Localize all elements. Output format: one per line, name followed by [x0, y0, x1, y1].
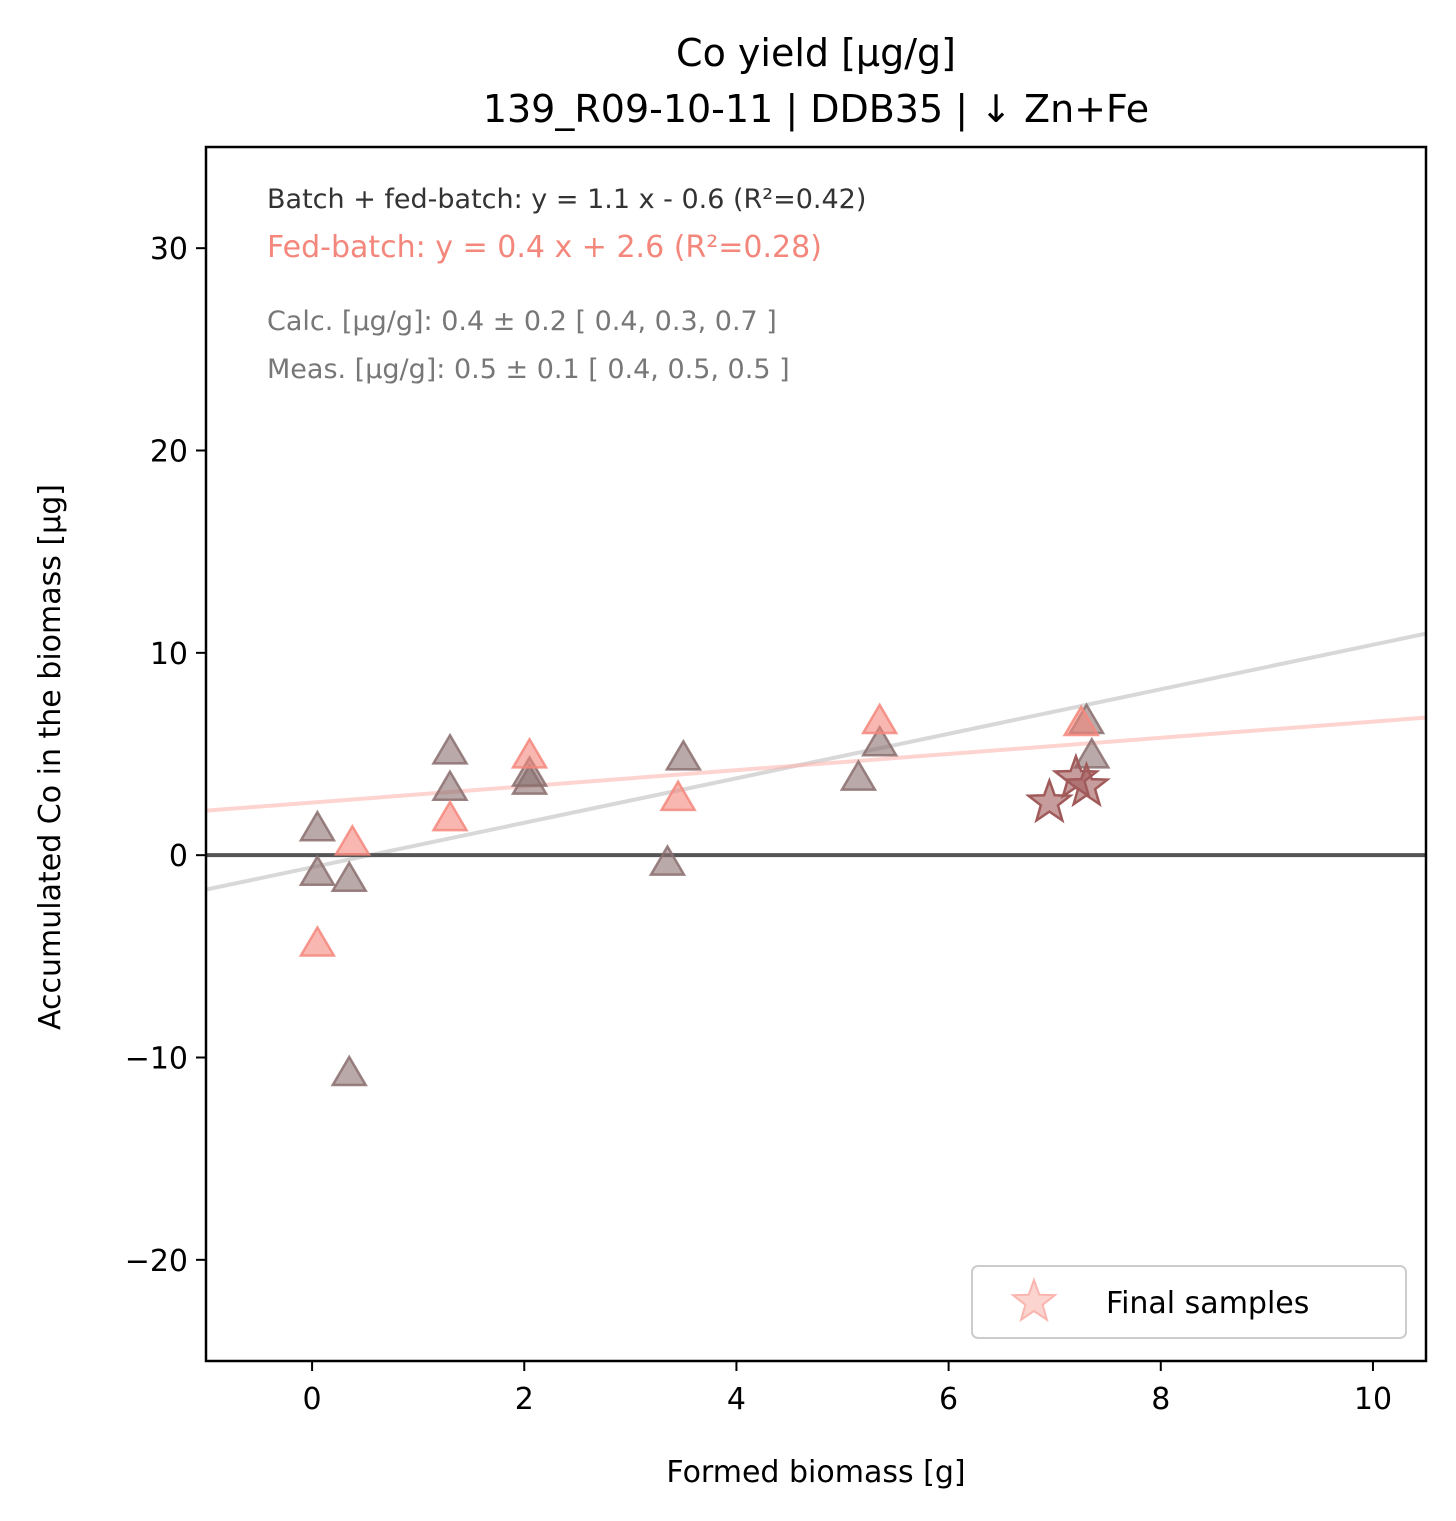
fit-line-fed [206, 715, 1426, 813]
data-point-batch-7 [510, 763, 549, 795]
y-tick-label-3: 10 [150, 637, 188, 672]
y-tick-label-5: 30 [150, 232, 188, 267]
data-point-star-2 [1062, 760, 1111, 808]
data-point-batch-5 [431, 769, 469, 801]
x-tick-label-4: 8 [1151, 1382, 1170, 1417]
annotation-meas: Meas. [µg/g]: 0.5 ± 0.1 [ 0.4, 0.5, 0.5 … [267, 354, 790, 385]
legend-box [971, 1265, 1407, 1339]
data-point-fed-2 [431, 799, 469, 832]
data-point-fed-4 [659, 779, 697, 812]
plot-content [206, 631, 1426, 1087]
data-point-batch-0 [298, 809, 337, 842]
x-tick-label-2: 4 [727, 1382, 746, 1417]
chart-title: Co yield [µg/g] [676, 31, 956, 75]
plot-frame [204, 145, 1428, 1363]
annotation-calc: Calc. [µg/g]: 0.4 ± 0.2 [ 0.4, 0.3, 0.7 … [267, 306, 777, 337]
data-point-star-0 [1024, 776, 1074, 824]
annotation-fit-all: Batch + fed-batch: y = 1.1 x - 0.6 (R²=0… [267, 184, 866, 215]
annotation-fit-fed: Fed-batch: y = 0.4 x + 2.6 (R²=0.28) [267, 230, 822, 265]
data-point-batch-1 [298, 854, 337, 886]
data-point-fed-5 [860, 702, 899, 735]
data-point-batch-13 [1073, 736, 1111, 769]
chart-subtitle: 139_R09-10-11 | DDB35 | ↓ Zn+Fe [483, 87, 1149, 132]
x-tick-label-3: 6 [939, 1382, 958, 1417]
legend-star-icon [1010, 1277, 1058, 1323]
data-point-batch-10 [839, 759, 878, 791]
x-tick-label-5: 10 [1354, 1382, 1392, 1417]
data-point-fed-1 [333, 823, 372, 856]
data-point-fed-0 [298, 924, 337, 957]
data-point-fed-3 [510, 736, 549, 769]
legend: Final samples [971, 1265, 1407, 1339]
y-axis-label: Accumulated Co in the biomass [µg] [33, 484, 68, 1030]
data-point-batch-8 [648, 844, 687, 876]
y-tick-label-2: 0 [169, 839, 188, 874]
data-point-batch-4 [431, 732, 469, 765]
fit-line-all [206, 631, 1426, 892]
data-point-batch-11 [860, 724, 899, 757]
y-tick-label-0: −20 [125, 1244, 188, 1279]
data-point-batch-3 [330, 1054, 368, 1087]
y-tick-label-4: 20 [150, 435, 188, 470]
data-point-batch-9 [664, 738, 703, 771]
data-point-fed-6 [1062, 704, 1100, 737]
x-tick-label-1: 2 [515, 1382, 534, 1417]
legend-label-final-samples: Final samples [1106, 1286, 1309, 1321]
x-tick-label-0: 0 [303, 1382, 322, 1417]
plot-area [206, 631, 1426, 1087]
x-axis-label: Formed biomass [g] [666, 1455, 965, 1490]
y-tick-label-1: −10 [125, 1042, 188, 1077]
axes: 0 2 4 6 8 10 −20 −10 0 10 20 30 [125, 145, 1428, 1417]
data-point-batch-2 [330, 860, 368, 893]
